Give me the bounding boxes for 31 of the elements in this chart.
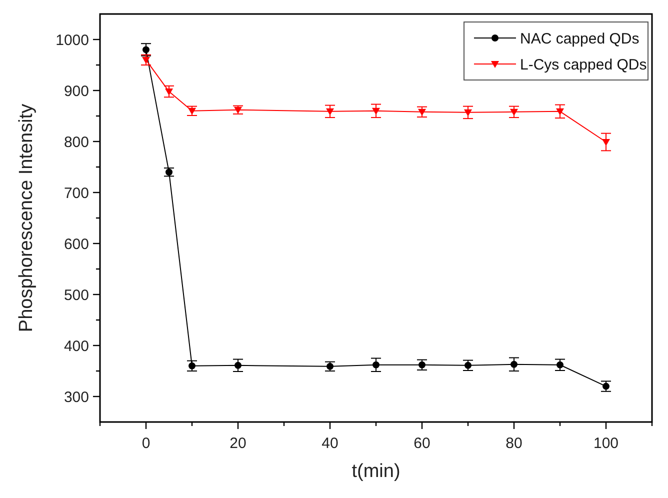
point xyxy=(234,362,242,369)
y-tick-label: 1000 xyxy=(56,32,89,49)
x-tick-label: 80 xyxy=(506,435,522,452)
x-tick-label: 100 xyxy=(593,435,619,452)
legend-label: L-Cys capped QDs xyxy=(520,56,647,74)
point xyxy=(510,108,518,116)
point xyxy=(556,108,564,116)
y-axis-title: Phosphorescence Intensity xyxy=(16,103,37,332)
point xyxy=(372,108,380,115)
point xyxy=(326,108,334,116)
y-tick-label: 800 xyxy=(64,134,89,151)
point xyxy=(556,361,564,368)
x-tick-label: 40 xyxy=(322,435,338,452)
y-tick-label: 600 xyxy=(64,236,89,253)
y-tick-label: 700 xyxy=(64,184,89,202)
point xyxy=(464,109,472,116)
point xyxy=(418,108,426,116)
x-tick-label: 20 xyxy=(230,435,246,452)
point xyxy=(142,46,150,54)
x-axis-title: t(min) xyxy=(352,461,400,482)
y-tick-label: 300 xyxy=(64,388,89,406)
point xyxy=(372,361,380,368)
x-tick-label: 0 xyxy=(142,435,150,452)
y-tick-label: 900 xyxy=(64,82,89,100)
x-tick-label: 60 xyxy=(414,435,430,452)
point xyxy=(510,360,518,368)
y-tick-label: 500 xyxy=(64,286,89,304)
y-tick-label: 400 xyxy=(64,338,89,355)
point xyxy=(142,56,150,64)
legend-label: NAC capped QDs xyxy=(520,30,640,48)
point xyxy=(166,168,172,176)
